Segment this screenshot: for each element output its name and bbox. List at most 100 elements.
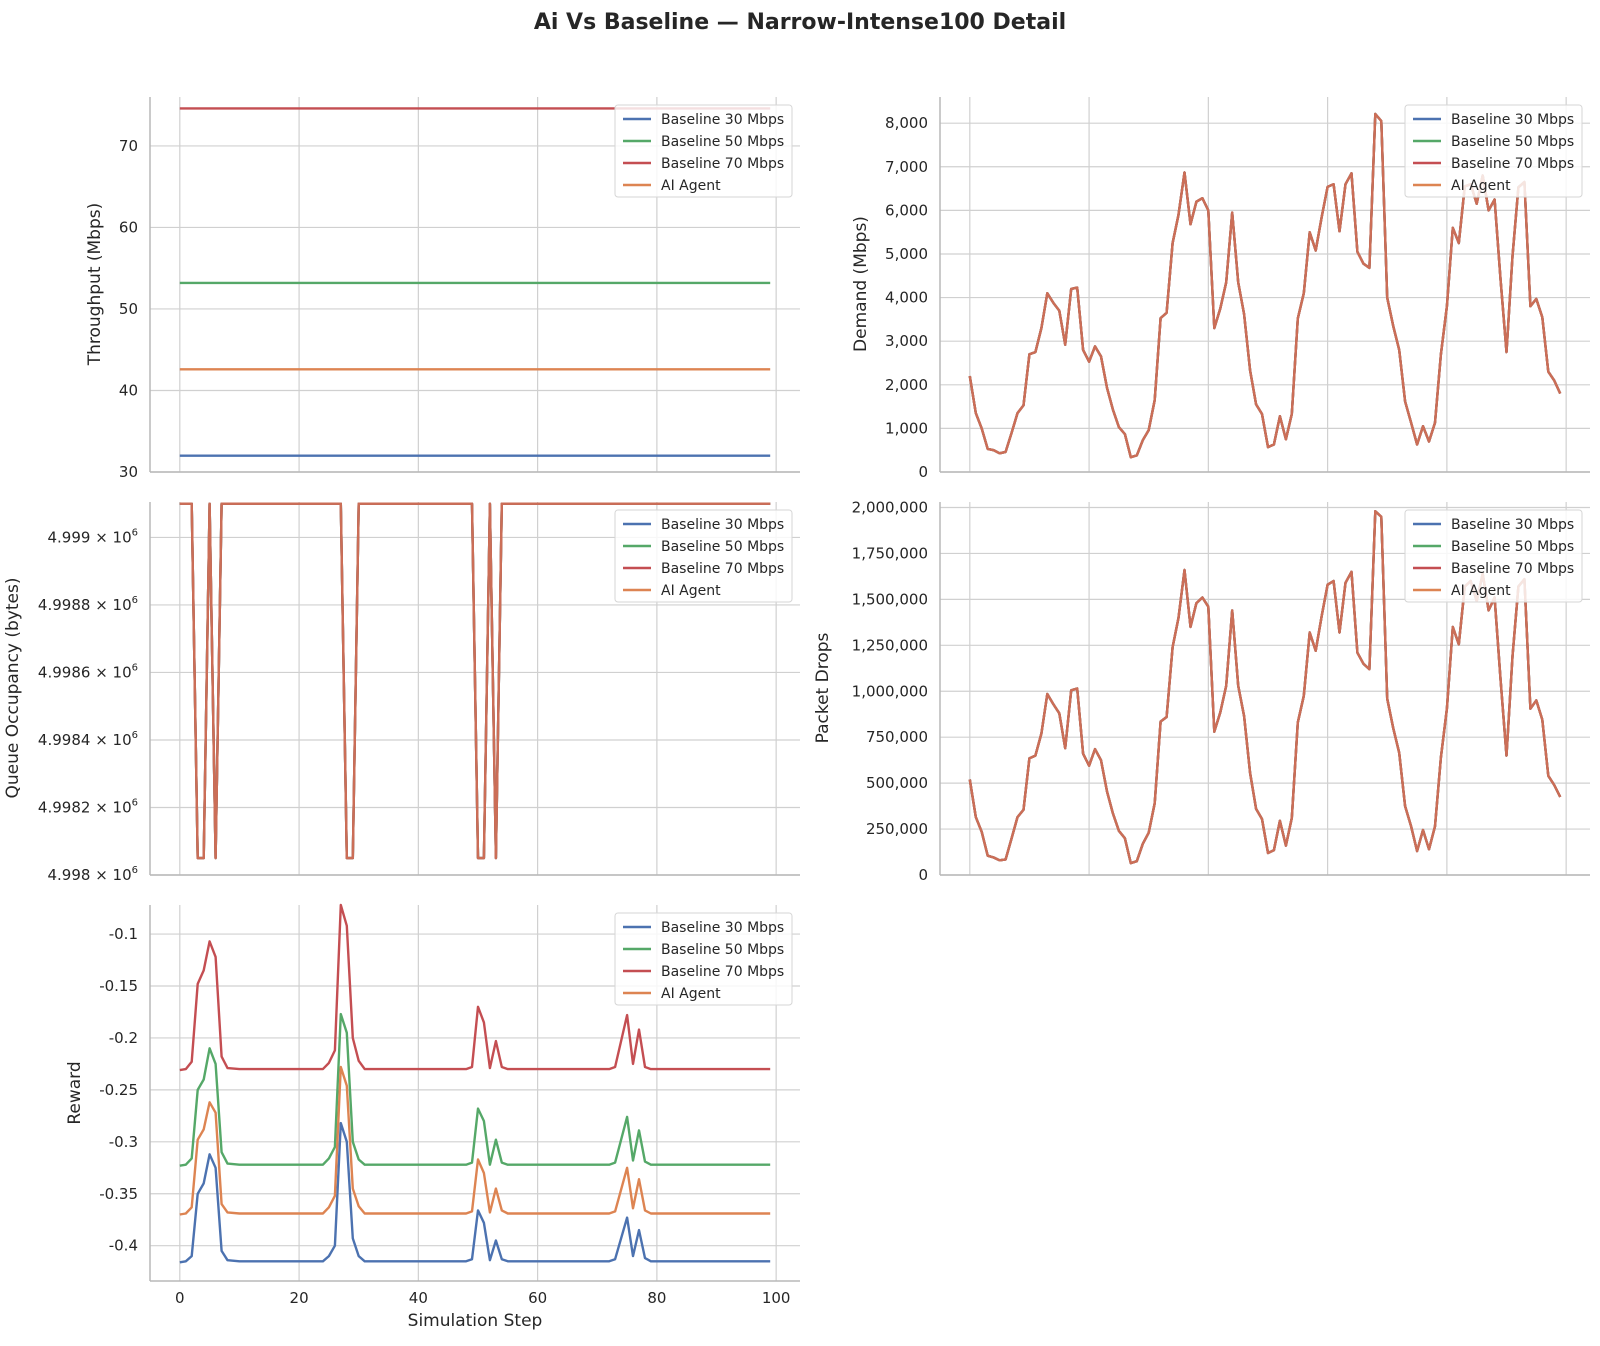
y-tick-label: 500,000: [866, 774, 928, 792]
y-tick-mantissa: 4.9988: [38, 596, 91, 614]
y-tick-exponent: 6: [132, 527, 138, 538]
x-tick-label: 100: [762, 1289, 791, 1307]
y-tick-label: 4.9982 × 106: [38, 797, 138, 816]
series-line-baseline-70-mbps: [179, 903, 771, 1072]
x-tick-label: 20: [290, 1289, 309, 1307]
y-tick-label: -0.4: [109, 1237, 138, 1255]
legend-box: [1404, 104, 1583, 198]
series-line-ai-agent: [968, 112, 1562, 459]
y-tick-times: × 10: [90, 663, 131, 681]
legend-entry: Baseline 50 Mbps: [1451, 134, 1574, 150]
y-tick-label: -0.3: [109, 1133, 138, 1151]
legend-entry: Baseline 70 Mbps: [661, 156, 784, 172]
y-tick-exponent: 6: [132, 662, 138, 673]
y-tick-label: -0.2: [109, 1029, 138, 1047]
legend-entry: AI Agent: [1451, 583, 1511, 599]
legend-entry: AI Agent: [1451, 178, 1511, 194]
y-tick-label: 30: [119, 463, 138, 481]
y-tick-mantissa: 4.9984: [38, 731, 91, 749]
legend-entry: Baseline 30 Mbps: [1451, 517, 1574, 533]
y-axis-label: Demand (Mbps): [851, 216, 871, 352]
y-tick-label: 6,000: [885, 201, 928, 219]
y-tick-mantissa: 4.998: [47, 866, 90, 884]
reward-panel: -0.4 -0.35 -0.3 -0.25 -0.2 -0.15 -0.1 0 20 40 60 80…: [65, 903, 800, 1331]
legend-entry: Baseline 70 Mbps: [1451, 156, 1574, 172]
y-tick-label: 0: [918, 463, 928, 481]
y-tick-label: 4.999 × 106: [47, 527, 138, 546]
y-tick-label: 4.9988 × 106: [38, 595, 138, 614]
y-tick-label: 8,000: [885, 114, 928, 132]
series-line-ai-agent: [968, 510, 1562, 865]
legend-entry: Baseline 70 Mbps: [661, 561, 784, 577]
y-tick-label: 2,000,000: [852, 499, 928, 517]
figure-title: Ai Vs Baseline — Narrow-Intense100 Detai…: [534, 10, 1066, 35]
y-tick-exponent: 6: [132, 730, 138, 741]
y-tick-times: × 10: [90, 596, 131, 614]
legend-box: [614, 509, 793, 603]
legend-entry: Baseline 50 Mbps: [1451, 539, 1574, 555]
x-tick-label: 0: [175, 1289, 185, 1307]
legend-box: [1404, 509, 1583, 603]
y-tick-times: × 10: [90, 731, 131, 749]
y-tick-label: 1,750,000: [852, 544, 928, 562]
x-axis-label: Simulation Step: [408, 1311, 543, 1331]
demand-panel: 0 1,000 2,000 3,000 4,000 5,000 6,000 7,000 8,00…: [851, 97, 1590, 481]
legend-entry: AI Agent: [661, 986, 721, 1002]
y-tick-label: -0.35: [99, 1185, 138, 1203]
legend-entry: Baseline 70 Mbps: [1451, 561, 1574, 577]
y-tick-times: × 10: [90, 866, 131, 884]
legend-box: [614, 912, 793, 1006]
x-tick-label: 40: [409, 1289, 428, 1307]
legend-entry: AI Agent: [661, 583, 721, 599]
y-tick-label: 4,000: [885, 289, 928, 307]
series-line-baseline-30-mbps: [179, 1121, 771, 1264]
y-tick-mantissa: 4.999: [47, 528, 90, 546]
y-tick-label: 5,000: [885, 245, 928, 263]
y-tick-label: 4.9986 × 106: [38, 662, 138, 681]
legend-entry: Baseline 30 Mbps: [661, 112, 784, 128]
y-tick-label: 4.9984 × 106: [38, 730, 138, 749]
y-tick-times: × 10: [90, 798, 131, 816]
y-tick-label: 4.998 × 106: [47, 865, 138, 884]
legend: Baseline 30 Mbps Baseline 50 Mbps Baseline…: [1404, 104, 1583, 198]
y-tick-times: × 10: [90, 528, 131, 546]
y-tick-label: -0.1: [109, 925, 138, 943]
y-axis-label: Reward: [65, 1061, 85, 1124]
y-tick-label: 1,000: [885, 419, 928, 437]
x-tick-label: 60: [528, 1289, 547, 1307]
y-tick-mantissa: 4.9986: [38, 663, 91, 681]
legend-entry: Baseline 30 Mbps: [661, 920, 784, 936]
throughput-panel: 30 40 50 60 70 Throughput (Mbps) Baseline 30 M…: [85, 97, 800, 481]
y-tick-label: 40: [119, 381, 138, 399]
legend-entry: Baseline 30 Mbps: [661, 517, 784, 533]
legend-entry: Baseline 50 Mbps: [661, 539, 784, 555]
y-axis-label: Queue Occupancy (bytes): [3, 578, 23, 799]
legend: Baseline 30 Mbps Baseline 50 Mbps Baseline…: [614, 104, 793, 198]
y-axis-label: Packet Drops: [813, 632, 833, 743]
legend-entry: Baseline 30 Mbps: [1451, 112, 1574, 128]
y-tick-label: 1,250,000: [852, 636, 928, 654]
legend-entry: AI Agent: [661, 178, 721, 194]
y-tick-label: 3,000: [885, 332, 928, 350]
y-tick-mantissa: 4.9982: [38, 798, 91, 816]
y-tick-label: -0.15: [99, 977, 138, 995]
series-line-ai-agent: [179, 1065, 771, 1216]
y-tick-label: 70: [119, 137, 138, 155]
y-tick-exponent: 6: [132, 595, 138, 606]
legend: Baseline 30 Mbps Baseline 50 Mbps Baseline…: [614, 509, 793, 603]
legend: Baseline 30 Mbps Baseline 50 Mbps Baseline…: [614, 912, 793, 1006]
legend-box: [614, 104, 793, 198]
y-tick-label: 2,000: [885, 376, 928, 394]
y-tick-label: 1,500,000: [852, 590, 928, 608]
packet-drops-panel: 0 250,000 500,000 750,000 1,000,000 1,250,000…: [813, 499, 1590, 884]
legend: Baseline 30 Mbps Baseline 50 Mbps Baseline…: [1404, 509, 1583, 603]
y-tick-label: 0: [918, 866, 928, 884]
legend-entry: Baseline 50 Mbps: [661, 134, 784, 150]
y-tick-label: 60: [119, 218, 138, 236]
y-tick-label: 1,000,000: [852, 682, 928, 700]
legend-entry: Baseline 50 Mbps: [661, 942, 784, 958]
x-tick-label: 80: [647, 1289, 666, 1307]
y-tick-label: -0.25: [99, 1081, 138, 1099]
